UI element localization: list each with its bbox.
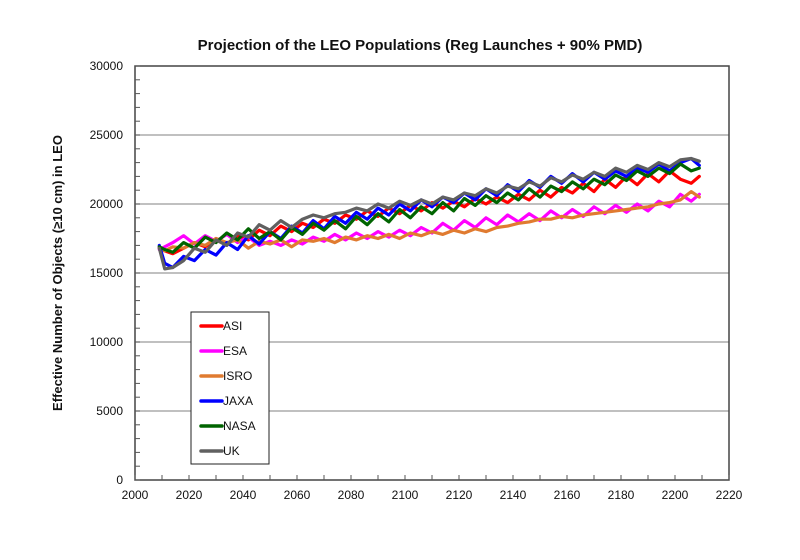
y-tick-label: 0 bbox=[116, 473, 123, 487]
y-tick-label: 25000 bbox=[90, 128, 124, 142]
x-tick-label: 2180 bbox=[608, 488, 635, 502]
x-tick-label: 2140 bbox=[500, 488, 527, 502]
x-tick-label: 2200 bbox=[662, 488, 689, 502]
legend: ASI ESA ISRO JAXA NASA UK bbox=[190, 311, 270, 465]
series-line-esa bbox=[157, 192, 701, 252]
x-tick-label: 2000 bbox=[122, 488, 149, 502]
x-tick-label: 2040 bbox=[230, 488, 257, 502]
x-tick-label: 2080 bbox=[338, 488, 365, 502]
legend-label-asi: ASI bbox=[223, 319, 242, 333]
x-axis: 2000 2020 2040 2060 2080 2100 2120 2140 2160 2180… bbox=[122, 475, 743, 502]
legend-label-nasa: NASA bbox=[223, 419, 256, 433]
y-axis: 0 5000 10000 15000 20000 25000 30000 bbox=[90, 59, 140, 487]
series-line-uk bbox=[157, 156, 701, 271]
x-tick-label: 2060 bbox=[284, 488, 311, 502]
y-tick-label: 10000 bbox=[90, 335, 124, 349]
legend-label-jaxa: JAXA bbox=[223, 394, 253, 408]
chart-title: Projection of the LEO Populations (Reg L… bbox=[198, 37, 643, 54]
legend-box bbox=[190, 311, 270, 465]
x-tick-label: 2120 bbox=[446, 488, 473, 502]
legend-label-uk: UK bbox=[223, 444, 240, 458]
series-layer bbox=[157, 156, 701, 271]
x-tick-label: 2160 bbox=[554, 488, 581, 502]
y-tick-label: 15000 bbox=[90, 266, 124, 280]
x-tick-label: 2020 bbox=[176, 488, 203, 502]
y-tick-label: 30000 bbox=[90, 59, 124, 73]
legend-label-esa: ESA bbox=[223, 344, 247, 358]
y-axis-label: Effective Number of Objects (≥10 cm) in … bbox=[50, 135, 65, 411]
x-tick-label: 2100 bbox=[392, 488, 419, 502]
y-tick-label: 20000 bbox=[90, 197, 124, 211]
legend-label-isro: ISRO bbox=[223, 369, 252, 383]
y-tick-label: 5000 bbox=[96, 404, 123, 418]
series-line-asi bbox=[157, 169, 701, 256]
x-tick-label: 2220 bbox=[716, 488, 743, 502]
series-line-isro bbox=[157, 190, 701, 253]
